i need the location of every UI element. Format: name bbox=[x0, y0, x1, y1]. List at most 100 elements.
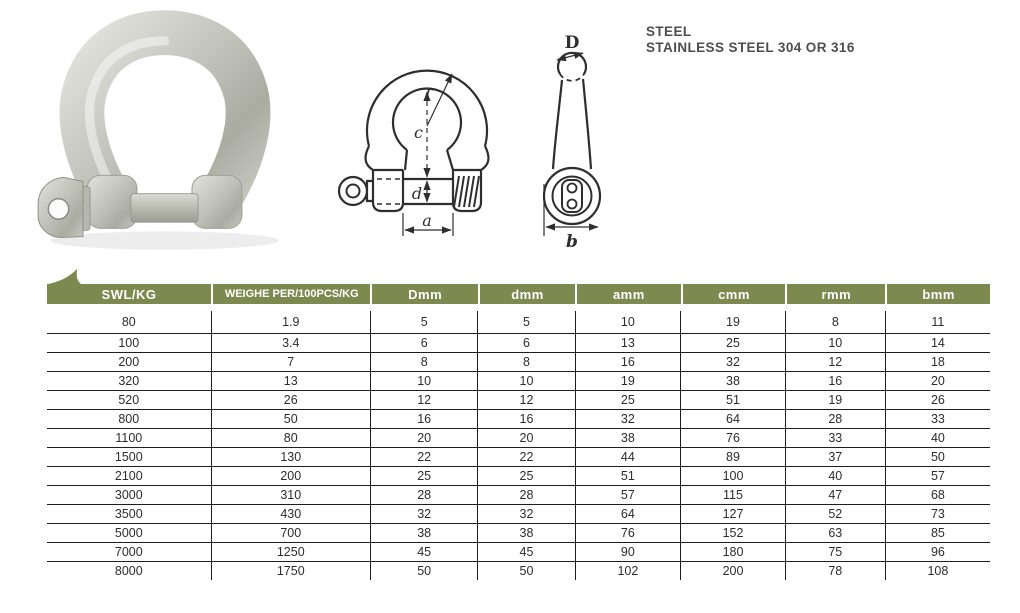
table-cell: 38 bbox=[370, 523, 479, 543]
table-cell: 96 bbox=[885, 542, 990, 562]
dimension-lines-side bbox=[543, 51, 599, 236]
table-cell: 90 bbox=[575, 542, 682, 562]
table-cell: 180 bbox=[680, 542, 786, 562]
table-header-row: SWL/KG WEIGHE PER/100PCS/KG Dmm dmm amm … bbox=[47, 284, 990, 304]
table-cell: 78 bbox=[785, 561, 886, 580]
table-cell: 52 bbox=[785, 504, 886, 524]
leaf-decoration-icon bbox=[48, 269, 81, 284]
table-cell: 33 bbox=[785, 428, 886, 448]
table-cell: 5000 bbox=[47, 523, 212, 543]
table-cell: 32 bbox=[370, 504, 479, 524]
table-cell: 800 bbox=[47, 409, 212, 429]
table-cell: 19 bbox=[680, 311, 786, 334]
table-cell: 520 bbox=[47, 390, 212, 410]
shackle-pin bbox=[130, 193, 199, 223]
table-cell: 64 bbox=[680, 409, 786, 429]
table-cell: 200 bbox=[47, 352, 212, 372]
table-cell: 8 bbox=[370, 352, 479, 372]
label-a: a bbox=[422, 211, 432, 230]
table-cell: 3000 bbox=[47, 485, 212, 505]
column-header-r: rmm bbox=[785, 284, 886, 304]
table-cell: 89 bbox=[680, 447, 786, 467]
table-cell: 12 bbox=[370, 390, 479, 410]
table-cell: 6 bbox=[477, 333, 576, 353]
table-cell: 8000 bbox=[47, 561, 212, 580]
table-row: 3500 430 32 32 64 127 52 73 bbox=[47, 504, 990, 524]
table-cell: 18 bbox=[885, 352, 990, 372]
table-cell: 63 bbox=[785, 523, 886, 543]
table-cell: 44 bbox=[575, 447, 682, 467]
table-cell: 25 bbox=[477, 466, 576, 486]
table-cell: 45 bbox=[477, 542, 576, 562]
table-cell: 200 bbox=[680, 561, 786, 580]
table-cell: 310 bbox=[211, 485, 371, 505]
table-cell: 25 bbox=[370, 466, 479, 486]
table-row: 7000 1250 45 45 90 180 75 96 bbox=[47, 542, 990, 562]
table-cell: 6 bbox=[370, 333, 479, 353]
table-cell: 26 bbox=[885, 390, 990, 410]
table-body: 80 1.9 5 5 10 19 8 11 100 3.4 6 6 13 25 10 14 200 7 8 8 16 32… bbox=[47, 311, 990, 580]
table-cell: 10 bbox=[575, 311, 682, 334]
table-cell: 26 bbox=[211, 390, 371, 410]
table-cell: 13 bbox=[575, 333, 682, 353]
table-cell: 38 bbox=[575, 428, 682, 448]
table-cell: 1100 bbox=[47, 428, 212, 448]
table-cell: 32 bbox=[477, 504, 576, 524]
table-cell: 127 bbox=[680, 504, 786, 524]
table-cell: 1500 bbox=[47, 447, 212, 467]
column-header-b: bmm bbox=[885, 284, 990, 304]
side-outline bbox=[542, 51, 602, 226]
table-cell: 76 bbox=[575, 523, 682, 543]
table-cell: 16 bbox=[575, 352, 682, 372]
table-cell: 19 bbox=[575, 371, 682, 391]
table-row: 200 7 8 8 16 32 12 18 bbox=[47, 352, 990, 372]
table-row: 800 50 16 16 32 64 28 33 bbox=[47, 409, 990, 429]
table-cell: 85 bbox=[885, 523, 990, 543]
table-cell: 14 bbox=[885, 333, 990, 353]
table-cell: 13 bbox=[211, 371, 371, 391]
table-cell: 28 bbox=[785, 409, 886, 429]
table-cell: 28 bbox=[477, 485, 576, 505]
table-cell: 2100 bbox=[47, 466, 212, 486]
table-cell: 50 bbox=[211, 409, 371, 429]
front-outline bbox=[364, 69, 490, 213]
table-cell: 45 bbox=[370, 542, 479, 562]
dimension-lines bbox=[402, 73, 454, 236]
table-cell: 28 bbox=[370, 485, 479, 505]
pin-eye-front bbox=[337, 175, 373, 207]
table-cell: 76 bbox=[680, 428, 786, 448]
table-cell: 47 bbox=[785, 485, 886, 505]
table-cell: 51 bbox=[680, 390, 786, 410]
table-cell: 200 bbox=[211, 466, 371, 486]
table-cell: 38 bbox=[477, 523, 576, 543]
label-c: c bbox=[414, 123, 423, 142]
table-cell: 1250 bbox=[211, 542, 371, 562]
label-D: D bbox=[565, 33, 580, 53]
table-cell: 10 bbox=[370, 371, 479, 391]
table-cell: 430 bbox=[211, 504, 371, 524]
table-row: 1100 80 20 20 38 76 33 40 bbox=[47, 428, 990, 448]
table-cell: 7 bbox=[211, 352, 371, 372]
table-cell: 75 bbox=[785, 542, 886, 562]
table-cell: 100 bbox=[47, 333, 212, 353]
bow-shackle-photo bbox=[37, 10, 279, 250]
table-cell: 19 bbox=[785, 390, 886, 410]
material-line-2: STAINLESS STEEL 304 OR 316 bbox=[646, 40, 855, 55]
label-d: d bbox=[412, 184, 422, 203]
table-cell: 20 bbox=[370, 428, 479, 448]
table-cell: 38 bbox=[680, 371, 786, 391]
table-cell: 50 bbox=[477, 561, 576, 580]
table-row: 320 13 10 10 19 38 16 20 bbox=[47, 371, 990, 391]
table-cell: 11 bbox=[885, 311, 990, 334]
table-cell: 68 bbox=[885, 485, 990, 505]
table-row: 100 3.4 6 6 13 25 10 14 bbox=[47, 333, 990, 353]
table-cell: 32 bbox=[575, 409, 682, 429]
table-cell: 12 bbox=[785, 352, 886, 372]
table-cell: 33 bbox=[885, 409, 990, 429]
table-cell: 22 bbox=[370, 447, 479, 467]
table-cell: 22 bbox=[477, 447, 576, 467]
table-cell: 8 bbox=[785, 311, 886, 334]
table-row: 520 26 12 12 25 51 19 26 bbox=[47, 390, 990, 410]
table-cell: 108 bbox=[927, 563, 949, 578]
column-header-swl: SWL/KG bbox=[47, 284, 212, 304]
